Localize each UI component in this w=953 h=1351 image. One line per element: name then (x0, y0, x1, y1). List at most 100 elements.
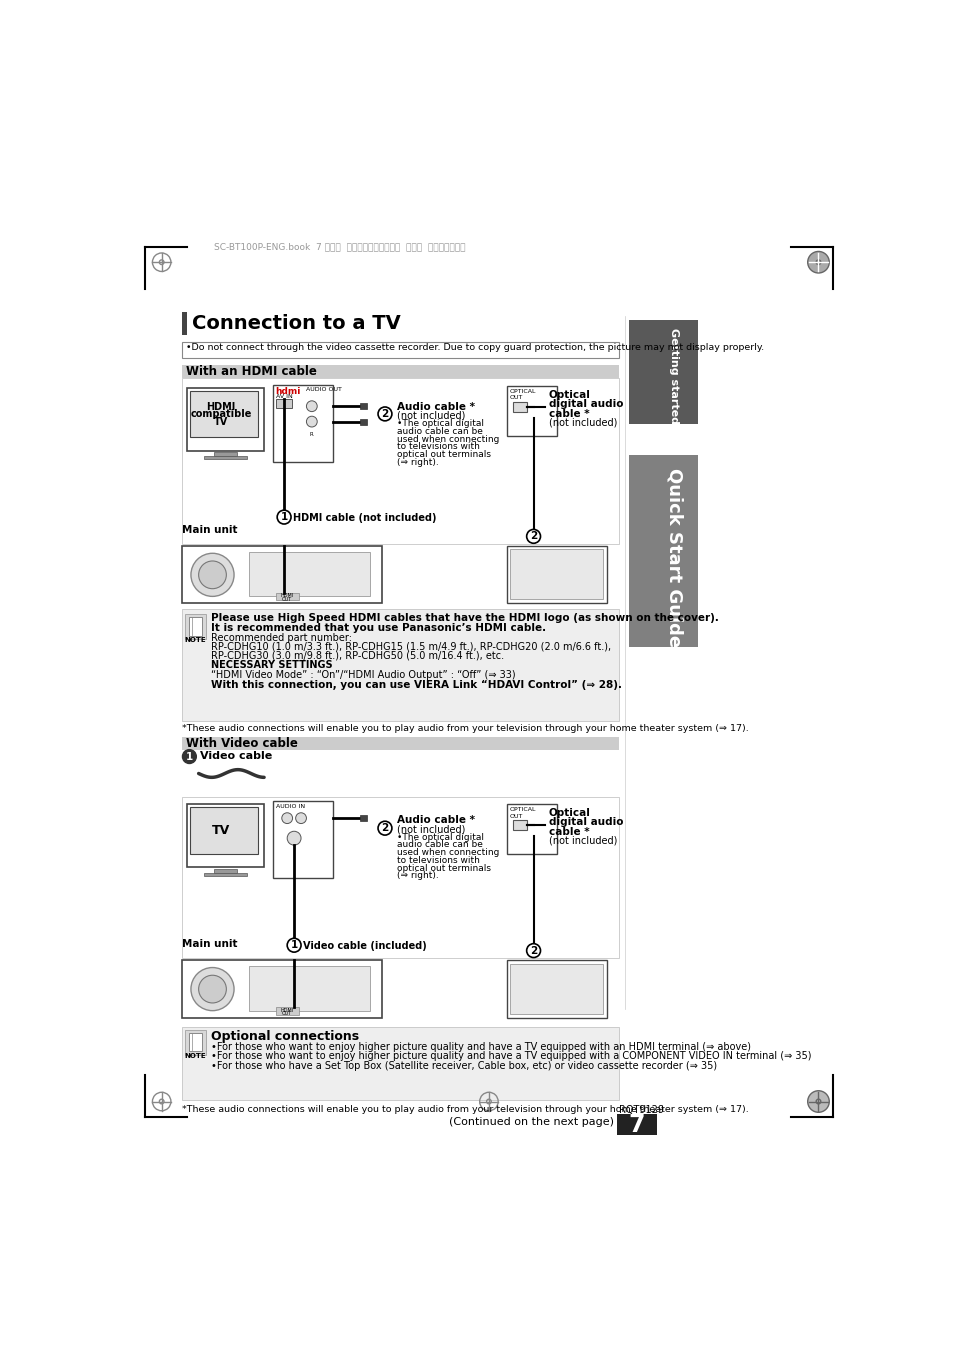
Text: TV: TV (212, 824, 230, 838)
Text: (not included): (not included) (548, 836, 617, 846)
Text: Getting started: Getting started (669, 328, 679, 424)
Bar (506, 804, 557, 854)
Text: HDMI: HDMI (280, 1008, 294, 1013)
Text: Video cable: Video cable (200, 751, 273, 761)
Text: (⇒ right).: (⇒ right). (396, 871, 437, 881)
Text: With this connection, you can use VIERA Link “HDAVI Control” (⇒ 28).: With this connection, you can use VIERA … (211, 680, 621, 689)
Text: •Do not connect through the video cassette recorder. Due to copy guard protectio: •Do not connect through the video casset… (185, 343, 762, 353)
Bar (513, 401, 526, 412)
Text: 2: 2 (381, 823, 388, 834)
Bar (181, 312, 187, 335)
Text: *These audio connections will enable you to play audio from your television thro: *These audio connections will enable you… (181, 1105, 748, 1113)
Bar (628, 320, 698, 424)
Text: Connection to a TV: Connection to a TV (193, 313, 401, 332)
Text: AV IN: AV IN (275, 394, 292, 399)
Text: to televisions with: to televisions with (396, 442, 479, 451)
Bar (190, 390, 257, 436)
Bar (181, 736, 618, 750)
Circle shape (182, 750, 196, 763)
Bar (275, 593, 298, 600)
Bar (181, 797, 618, 958)
Text: Video cable (included): Video cable (included) (303, 942, 427, 951)
Text: “HDMI Video Mode” : “On”/“HDMI Audio Output” : “Off” (⇒ 33): “HDMI Video Mode” : “On”/“HDMI Audio Out… (211, 670, 515, 680)
Text: •For those who want to enjoy higher picture quality and have a TV equipped with : •For those who want to enjoy higher pict… (211, 1051, 811, 1062)
Text: •The optical digital: •The optical digital (396, 832, 483, 842)
Text: With Video cable: With Video cable (186, 738, 298, 750)
Bar (181, 546, 381, 604)
Text: (⇒ right).: (⇒ right). (396, 458, 437, 467)
Text: HDMI cable (not included): HDMI cable (not included) (293, 513, 436, 523)
Bar (181, 378, 618, 544)
Text: HDMI: HDMI (280, 593, 294, 598)
Bar (506, 959, 606, 1017)
Text: OPTICAL: OPTICAL (509, 808, 536, 812)
Circle shape (807, 251, 828, 273)
Text: used when connecting: used when connecting (396, 848, 498, 857)
Text: cable *: cable * (548, 827, 589, 836)
Text: 1: 1 (280, 512, 288, 521)
Text: •The optical digital: •The optical digital (396, 419, 483, 428)
Text: cable *: cable * (548, 408, 589, 419)
Text: Audio cable *: Audio cable * (396, 815, 474, 825)
Bar (274, 385, 333, 462)
Text: Optical: Optical (548, 808, 590, 819)
Bar (181, 342, 618, 358)
Bar (276, 399, 292, 408)
Text: •For those who want to enjoy higher picture quality and have a TV equipped with : •For those who want to enjoy higher pict… (211, 1042, 750, 1052)
Circle shape (281, 813, 293, 824)
Bar (506, 386, 557, 436)
Text: optical out terminals: optical out terminals (396, 450, 490, 459)
Text: (not included): (not included) (396, 824, 464, 835)
Bar (204, 457, 247, 459)
Text: Please use High Speed HDMI cables that have the HDMI logo (as shown on the cover: Please use High Speed HDMI cables that h… (211, 613, 718, 623)
Text: HDMI: HDMI (206, 401, 235, 412)
Bar (204, 873, 247, 875)
Text: RP-CDHG10 (1.0 m/3.3 ft.), RP-CDHG15 (1.5 m/4.9 ft.), RP-CDHG20 (2.0 m/6.6 ft.),: RP-CDHG10 (1.0 m/3.3 ft.), RP-CDHG15 (1.… (211, 642, 611, 651)
Text: TV: TV (213, 417, 228, 427)
Text: •For those who have a Set Top Box (Satellite receiver, Cable box, etc) or video : •For those who have a Set Top Box (Satel… (211, 1061, 717, 1071)
Bar (359, 403, 367, 409)
Bar (616, 1113, 656, 1135)
Text: RP-CDHG30 (3.0 m/9.8 ft.), RP-CDHG50 (5.0 m/16.4 ft.), etc.: RP-CDHG30 (3.0 m/9.8 ft.), RP-CDHG50 (5.… (211, 650, 503, 661)
Circle shape (191, 967, 233, 1011)
Bar (181, 959, 381, 1017)
Text: OUT: OUT (282, 597, 292, 603)
Bar (189, 1034, 202, 1051)
Text: Quick Start Guide: Quick Start Guide (665, 467, 682, 647)
Text: audio cable can be: audio cable can be (396, 427, 482, 436)
Text: Audio cable *: Audio cable * (396, 401, 474, 412)
Text: NOTE: NOTE (185, 638, 206, 643)
Bar (185, 1029, 206, 1055)
Text: digital audio: digital audio (548, 817, 623, 827)
Text: With an HDMI cable: With an HDMI cable (186, 365, 316, 378)
Text: Optional connections: Optional connections (211, 1029, 358, 1043)
Text: 2: 2 (381, 409, 388, 419)
Circle shape (198, 561, 226, 589)
Bar (510, 550, 602, 600)
Bar (181, 609, 618, 721)
Bar (359, 815, 367, 821)
Bar (506, 546, 606, 604)
Circle shape (526, 943, 540, 958)
Circle shape (287, 939, 301, 952)
Text: hdmi: hdmi (275, 386, 301, 396)
Text: optical out terminals: optical out terminals (396, 863, 490, 873)
Text: 1: 1 (290, 940, 297, 950)
Text: *These audio connections will enable you to play audio from your television thro: *These audio connections will enable you… (181, 724, 748, 734)
Text: It is recommended that you use Panasonic’s HDMI cable.: It is recommended that you use Panasonic… (211, 623, 545, 634)
Circle shape (526, 530, 540, 543)
Text: 2: 2 (530, 531, 537, 542)
Circle shape (198, 975, 226, 1002)
Bar (510, 963, 602, 1013)
Text: 7: 7 (628, 1113, 644, 1136)
Bar (249, 966, 370, 1011)
Bar (513, 820, 526, 831)
Text: compatible: compatible (190, 409, 252, 419)
Bar (275, 1006, 298, 1015)
Text: NECESSARY SETTINGS: NECESSARY SETTINGS (211, 661, 333, 670)
Bar (249, 551, 370, 596)
Bar (213, 869, 237, 873)
Text: digital audio: digital audio (548, 400, 623, 409)
Text: 1: 1 (186, 751, 193, 762)
Text: R: R (310, 432, 314, 438)
